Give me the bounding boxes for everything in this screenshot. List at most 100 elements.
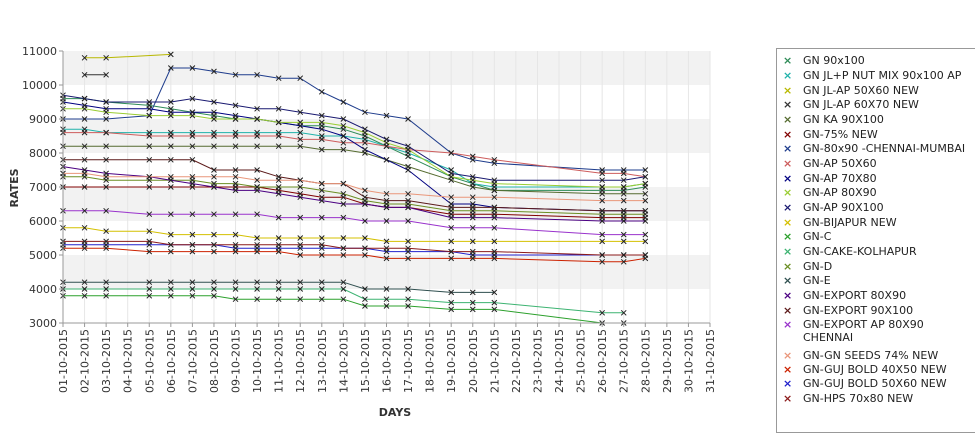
- series-line: [62, 94, 646, 181]
- data-point: [232, 187, 239, 194]
- legend-marker-icon: ×: [783, 377, 793, 390]
- data-point: [383, 218, 390, 224]
- data-point: [599, 197, 606, 204]
- data-point: [340, 133, 347, 139]
- data-point: [642, 252, 649, 258]
- data-point: [318, 112, 325, 119]
- data-point: [167, 173, 174, 180]
- data-point: [81, 116, 88, 122]
- data-point: [340, 296, 347, 303]
- data-point: [146, 238, 153, 245]
- data-point: [318, 235, 325, 241]
- data-point: [297, 286, 304, 292]
- data-point: [469, 306, 476, 313]
- data-point: [491, 306, 498, 313]
- data-point: [189, 292, 196, 299]
- x-tick-label: 27-10-2015: [618, 329, 631, 393]
- data-point: [383, 156, 390, 163]
- legend-marker-icon: ×: [783, 128, 793, 141]
- x-tick-label: 29-10-2015: [661, 329, 674, 393]
- data-point: [491, 177, 498, 184]
- data-point: [211, 241, 217, 248]
- data-point: [275, 286, 282, 292]
- data-point: [620, 231, 627, 238]
- data-point: [189, 286, 196, 292]
- data-point: [599, 252, 606, 258]
- data-point: [103, 292, 109, 299]
- data-point: [642, 173, 649, 180]
- data-point: [362, 218, 368, 224]
- legend-marker-icon: ×: [783, 245, 793, 258]
- legend-label: GN-GN SEEDS 74% NEW: [803, 349, 939, 362]
- data-point: [383, 296, 390, 303]
- legend-label: GN-D: [803, 260, 833, 273]
- data-point: [275, 177, 282, 184]
- data-point: [491, 224, 498, 231]
- data-point: [167, 292, 174, 299]
- data-point: [405, 167, 411, 173]
- data-point: [491, 238, 498, 245]
- x-tick-label: 31-10-2015: [704, 329, 717, 393]
- series: [60, 238, 649, 258]
- data-point: [254, 235, 260, 241]
- series: [60, 170, 649, 204]
- data-point: [362, 296, 368, 303]
- data-point: [167, 112, 174, 119]
- series: [60, 245, 649, 265]
- data-point: [642, 197, 649, 204]
- data-point: [297, 136, 304, 143]
- y-tick-label: 11000: [22, 45, 57, 58]
- data-point: [383, 255, 390, 262]
- data-point: [362, 303, 368, 309]
- data-point: [405, 218, 411, 224]
- data-point: [167, 286, 174, 292]
- x-tick-label: 17-10-2015: [402, 329, 415, 393]
- data-point: [383, 303, 390, 309]
- data-point: [340, 122, 347, 129]
- data-point: [599, 207, 606, 214]
- data-point: [318, 146, 325, 153]
- x-tick-label: 22-10-2015: [510, 329, 523, 393]
- series: [81, 71, 109, 78]
- legend-label: GN-EXPORT AP 80X90 CHENNAI: [803, 318, 924, 344]
- data-point: [599, 184, 606, 190]
- data-point: [318, 279, 325, 286]
- x-tick-label: 11-10-2015: [273, 329, 286, 393]
- data-point: [405, 190, 411, 197]
- data-point: [167, 65, 174, 71]
- data-point: [232, 116, 239, 122]
- data-point: [103, 286, 109, 292]
- data-point: [340, 116, 347, 122]
- data-point: [469, 184, 476, 190]
- data-point: [81, 279, 88, 286]
- data-point: [254, 296, 260, 303]
- data-point: [405, 197, 411, 204]
- x-tick-label: 30-10-2015: [682, 329, 695, 393]
- data-point: [405, 143, 411, 150]
- data-point: [340, 99, 347, 105]
- legend-marker-icon: ×: [783, 186, 793, 199]
- x-tick-label: 13-10-2015: [316, 329, 329, 393]
- x-tick-label: 05-10-2015: [143, 329, 156, 393]
- data-point: [383, 190, 390, 197]
- data-point: [189, 180, 196, 187]
- series-line: [63, 67, 646, 171]
- data-point: [297, 279, 304, 286]
- data-point: [383, 204, 390, 211]
- data-point: [103, 54, 109, 61]
- data-point: [642, 207, 649, 214]
- data-point: [469, 173, 476, 180]
- data-point: [297, 75, 304, 82]
- data-point: [146, 286, 153, 292]
- legend-marker-icon: ×: [783, 172, 793, 185]
- data-point: [189, 65, 196, 71]
- x-tick-label: 16-10-2015: [381, 329, 394, 393]
- data-point: [211, 99, 217, 105]
- data-point: [167, 99, 174, 105]
- data-point: [254, 187, 260, 194]
- x-tick-label: 04-10-2015: [122, 329, 135, 393]
- data-point: [81, 156, 88, 163]
- data-point: [599, 177, 606, 184]
- data-point: [599, 309, 606, 316]
- data-point: [383, 238, 390, 245]
